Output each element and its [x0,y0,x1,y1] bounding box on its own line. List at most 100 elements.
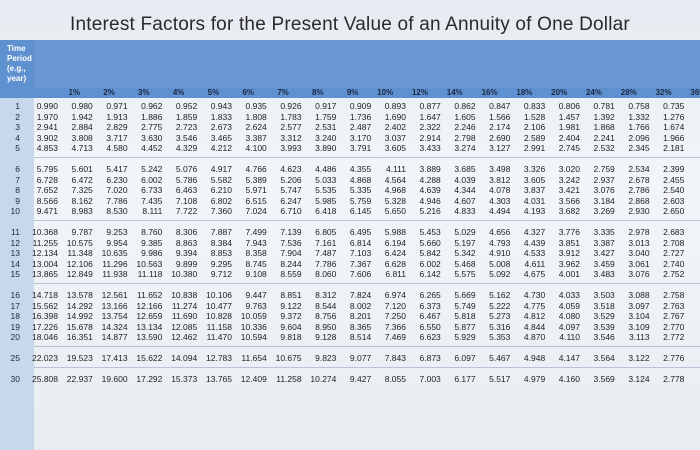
factor-cell: 6.265 [419,290,441,300]
table-row: 3 2.941 2.884 2.829 2.775 2.723 2.673 2.624 2.57… [0,121,700,133]
table-row: 11 10.368 9.787 9.253 8.760 8.306 7.887 7.499 7.… [0,226,700,238]
factor-cell: 4.344 [454,185,476,196]
factor-cell: 8.111 [142,206,163,217]
factor-cell: 0.735 [663,101,685,111]
period-cell: 7 [15,174,20,185]
factor-cell: 3.808 [71,132,93,143]
factor-cell: 6.733 [141,185,163,196]
table-row: 14 13.004 12.106 11.296 10.563 9.899 9.295 8.74… [0,258,700,270]
factor-cell: 2.776 [663,353,685,363]
factor-cell: 8.756 [315,311,337,322]
factor-cell: 2.603 [663,195,685,206]
factor-cell: 4.303 [489,195,511,206]
factor-cell: 3.993 [280,143,302,154]
factor-cell: 25.808 [32,373,58,384]
factor-cell: 4.713 [71,143,93,154]
factor-cell: 3.962 [558,258,580,269]
factor-cell: 4.917 [210,164,232,174]
factor-cell: 1.913 [106,111,128,122]
factor-cell: 5.575 [454,269,476,280]
factor-cell: 5.929 [454,332,476,343]
factor-cell: 2.941 [36,122,58,133]
factor-cell: 2.723 [175,122,198,133]
factor-cell: 6.142 [419,269,441,280]
factor-cell: 8.851 [280,290,302,300]
factor-cell: 8.384 [210,237,232,248]
factor-cell: 3.682 [558,206,580,217]
rate-header-cell: 14% [446,88,463,97]
factor-cell: 14.992 [66,311,93,322]
factor-cell: 11.118 [137,269,163,280]
factor-cell: 6.802 [210,195,232,206]
factor-cell: 7.435 [141,195,163,206]
factor-cell: 3.040 [628,248,650,259]
factor-cell: 6.728 [36,174,58,185]
factor-cell: 5.162 [489,290,511,300]
factor-cell: 3.569 [593,373,615,384]
factor-cell: 9.427 [349,373,372,384]
factor-cell: 4.968 [384,185,406,196]
factor-cell: 7.003 [419,373,441,384]
factor-cell: 13.865 [32,269,58,280]
factor-cell: 7.250 [384,311,406,322]
factor-cell: 1.736 [349,111,372,122]
factor-cell: 2.767 [663,311,685,322]
factor-cell: 2.532 [593,143,615,154]
factor-cell: 6.145 [349,206,372,217]
factor-cell: 2.534 [628,164,650,174]
factor-cell: 2.745 [558,143,580,154]
factor-cell: 8.201 [349,311,372,322]
header-band [34,88,700,98]
factor-cell: 3.076 [628,269,650,280]
factor-cell: 2.758 [663,290,685,300]
rate-header-cell: 7% [277,88,289,97]
factor-cell: 9.823 [315,353,337,363]
factor-cell: 4.329 [175,143,198,154]
factor-cell: 15.562 [32,300,58,311]
factor-cell: 5.008 [489,258,511,269]
table-row: 25 22.023 19.523 17.413 15.622 14.094 12.783 11… [0,352,700,364]
factor-cell: 2.775 [141,122,163,133]
factor-cell: 10.368 [32,227,58,237]
factor-cell: 2.978 [628,227,650,237]
factor-cell: 5.353 [489,332,511,343]
factor-cell: 15.678 [66,321,93,332]
factor-cell: 0.990 [36,101,58,111]
factor-cell: 2.455 [663,174,685,185]
factor-cell: 1.966 [663,132,685,143]
factor-cell: 5.092 [489,269,511,280]
rate-header-cell: 12% [411,88,428,97]
factor-cell: 2.930 [628,206,650,217]
rate-header-cell: 2% [103,88,115,97]
factor-cell: 2.540 [663,185,685,196]
factor-cell: 9.447 [245,290,267,300]
rate-header-cell: 36% [690,88,700,97]
factor-cell: 4.870 [523,332,546,343]
table-row: 2 1.970 1.942 1.913 1.886 1.859 1.833 1.808 1.78… [0,111,700,123]
period-cell: 12 [10,237,20,248]
factor-cell: 2.991 [523,143,546,154]
factor-cell: 2.759 [593,164,615,174]
period-cell: 3 [15,122,20,133]
factor-cell: 4.623 [280,164,302,174]
factor-cell: 7.786 [315,258,337,269]
factor-cell: 5.535 [315,185,337,196]
factor-cell: 5.029 [454,227,476,237]
factor-cell: 5.749 [454,300,476,311]
factor-cell: 4.080 [558,311,580,322]
factor-cell: 6.424 [384,248,406,259]
factor-cell: 1.859 [175,111,198,122]
factor-cell: 2.531 [315,122,337,133]
factor-cell: 2.772 [663,332,685,343]
factor-cell: 0.980 [71,101,93,111]
factor-cell: 3.889 [419,164,441,174]
period-cell: 1 [15,101,20,111]
factor-cell: 12.783 [206,353,232,363]
factor-cell: 3.061 [628,258,650,269]
factor-cell: 2.778 [663,373,685,384]
factor-cell: 0.943 [210,101,232,111]
factor-cell: 5.786 [175,174,198,185]
factor-cell: 8.060 [315,269,337,280]
factor-cell: 13.754 [101,311,128,322]
factor-cell: 6.002 [419,258,441,269]
